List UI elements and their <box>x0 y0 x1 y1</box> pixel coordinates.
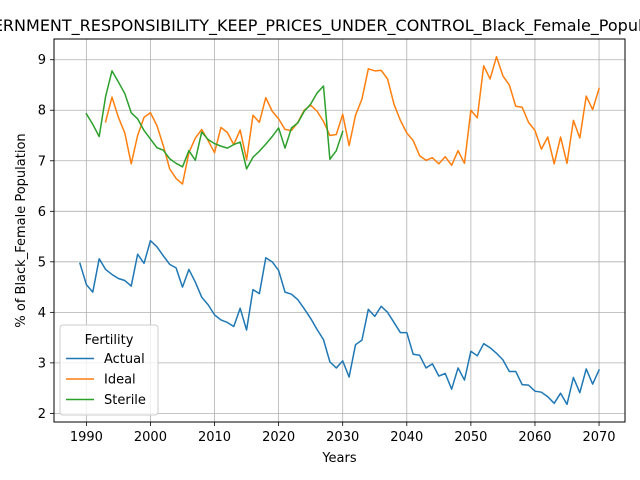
x-tick-label: 2050 <box>454 430 487 445</box>
x-tick-label: 2060 <box>518 430 551 445</box>
series-line-actual <box>79 239 601 406</box>
x-tick-label: 2000 <box>134 430 167 445</box>
y-tick-label: 3 <box>38 356 46 371</box>
y-tick-label: 5 <box>38 255 46 270</box>
legend-box <box>59 324 159 416</box>
grid <box>54 39 625 422</box>
y-axis-label: % of Black_Female Population <box>14 133 29 327</box>
x-tick-label: 2020 <box>262 430 295 445</box>
legend-label-sterile: Sterile <box>104 393 146 408</box>
y-tick-label: 8 <box>38 104 46 119</box>
x-tick-label: 2030 <box>326 430 359 445</box>
legend: Fertility Actual Ideal Sterile <box>59 324 159 416</box>
chart-title: GOVERNMENT_RESPONSIBILITY_KEEP_PRICES_UN… <box>0 16 640 36</box>
legend-label-actual: Actual <box>104 352 145 367</box>
x-axis-label: Years <box>321 451 357 466</box>
y-tick-label: 4 <box>38 306 46 321</box>
y-tick-label: 9 <box>38 53 46 68</box>
legend-title: Fertility <box>85 333 134 348</box>
y-tick-label: 2 <box>38 407 46 422</box>
series-line-sterile <box>85 70 344 170</box>
x-tick-label: 2040 <box>390 430 423 445</box>
legend-label-ideal: Ideal <box>104 373 136 388</box>
series-line-ideal <box>104 55 600 185</box>
y-tick-label: 7 <box>38 154 46 169</box>
x-tick-label: 2010 <box>198 430 231 445</box>
x-tick-label: 2070 <box>582 430 615 445</box>
axis-ticks: 1990 2000 2010 2020 2030 2040 2050 2060 2070 2 3 4 5… <box>38 53 616 445</box>
y-tick-label: 6 <box>38 205 46 220</box>
plot-area-frame <box>53 38 626 423</box>
series-lines <box>79 55 601 406</box>
x-tick-label: 1990 <box>70 430 103 445</box>
